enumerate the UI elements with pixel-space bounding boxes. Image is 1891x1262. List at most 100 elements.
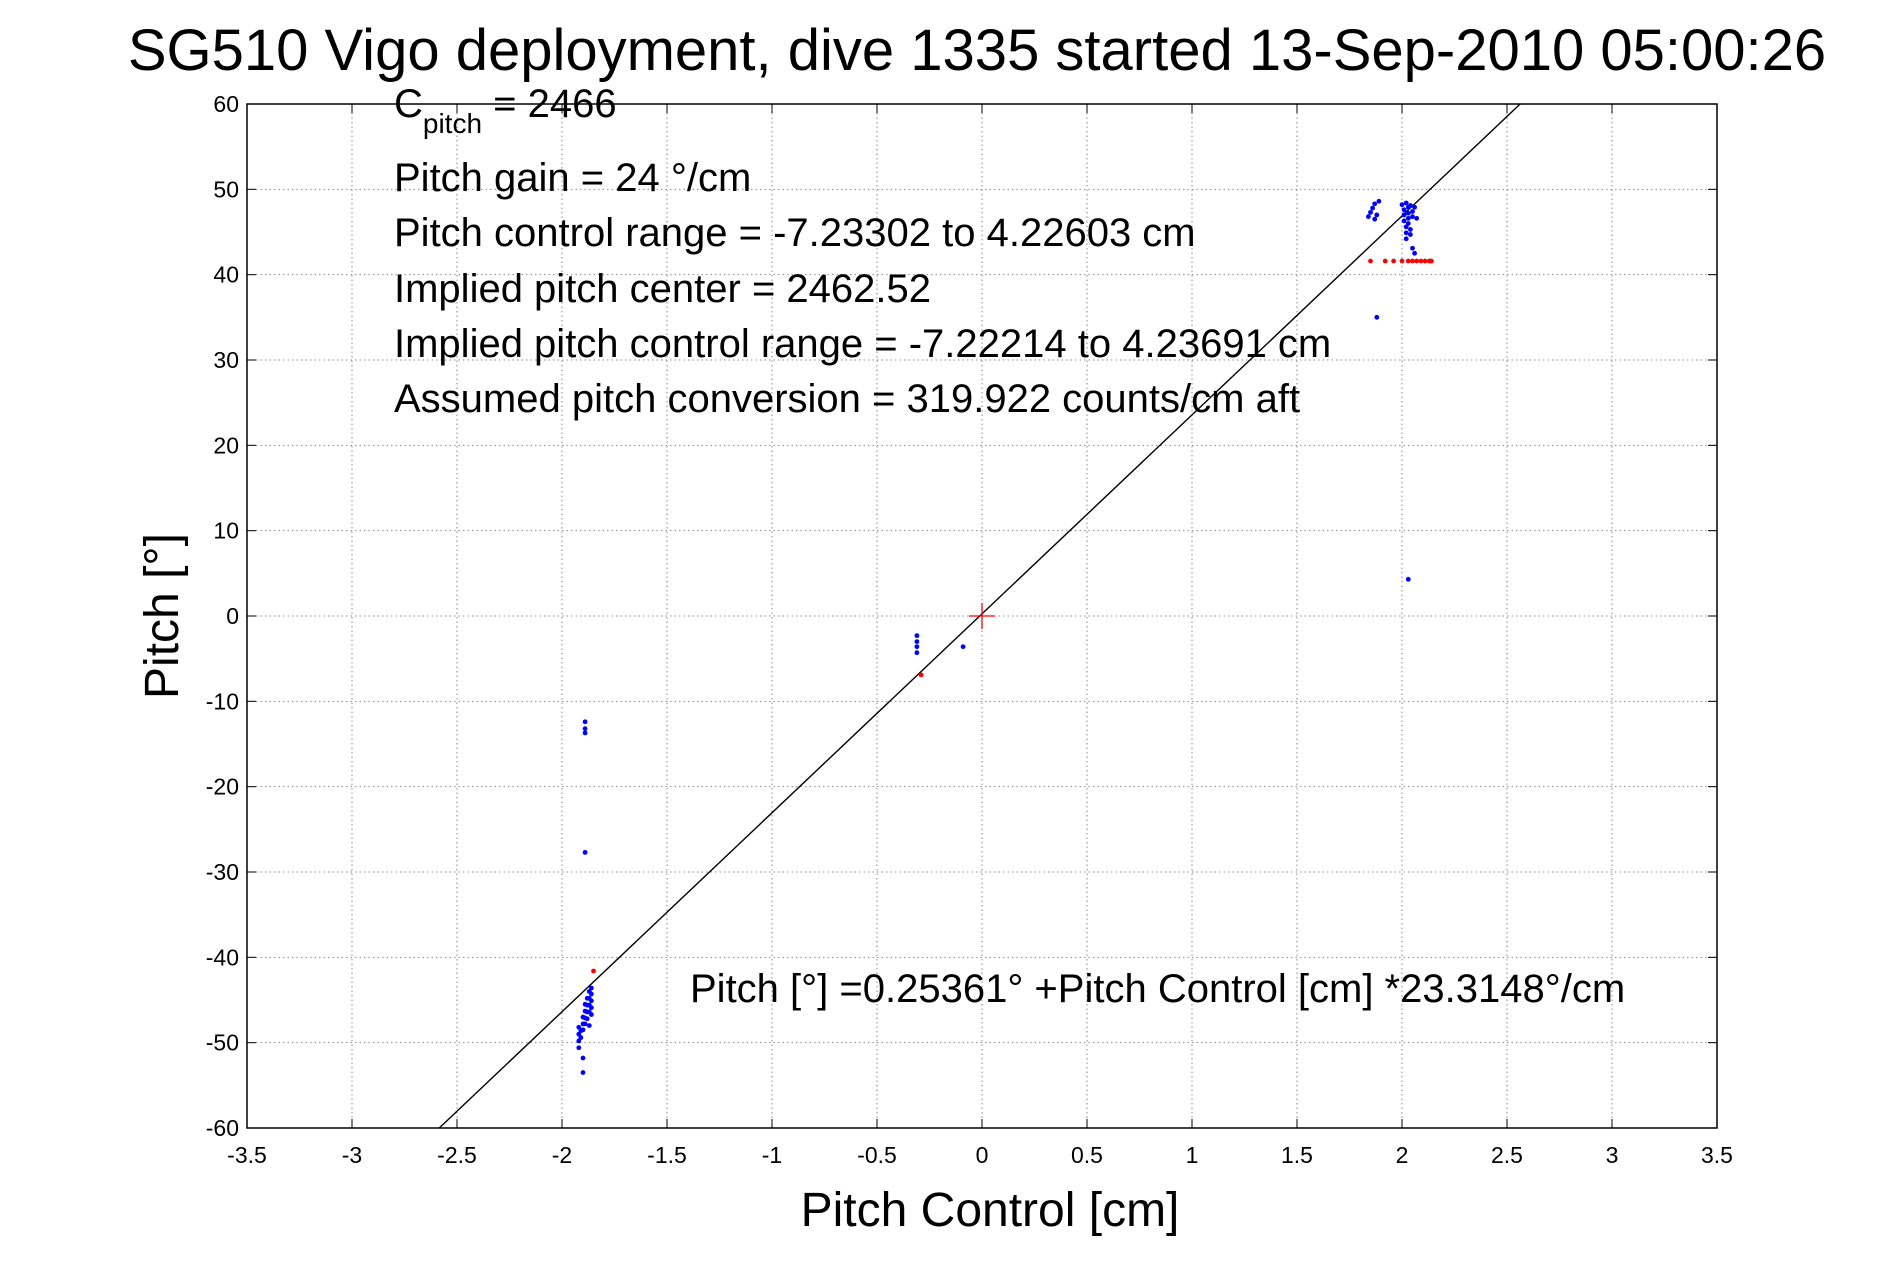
y-tick-label: -20 <box>206 774 239 800</box>
blue-data-point <box>1408 232 1413 237</box>
red-data-point <box>1410 258 1415 264</box>
y-tick-label: -10 <box>206 688 239 714</box>
cpitch-subscript: pitch <box>423 108 482 139</box>
blue-data-point <box>1408 227 1413 232</box>
blue-data-point <box>1412 204 1417 210</box>
y-tick-label: -40 <box>206 944 239 970</box>
blue-data-point <box>1376 198 1382 204</box>
blue-data-point <box>1401 207 1407 213</box>
x-tick-label: -0.5 <box>857 1142 897 1168</box>
x-tick-label: -3 <box>342 1142 362 1168</box>
y-tick-label: 10 <box>213 518 239 544</box>
blue-data-point <box>589 985 594 991</box>
y-tick-label: 40 <box>213 262 239 288</box>
x-tick-label: 1 <box>1186 1142 1199 1168</box>
blue-data-point <box>1408 203 1413 208</box>
red-data-point <box>1422 258 1428 264</box>
x-tick-labels: -3.5 -3 -2.5 -2 -1.5 -1 -0.5 0 0.5 1 1.5 2 2.5 3 3.5 <box>227 1142 1733 1168</box>
blue-data-point <box>1403 236 1409 242</box>
blue-data-point <box>1414 215 1420 221</box>
red-data-point <box>1405 258 1411 264</box>
blue-data-point <box>1405 576 1411 582</box>
blue-data-point <box>1405 221 1411 226</box>
red-data-point <box>1368 258 1373 264</box>
x-tick-label: -2 <box>552 1142 572 1168</box>
blue-data-point <box>582 730 588 736</box>
blue-data-point <box>576 1045 582 1051</box>
data-points <box>576 198 1434 1075</box>
y-axis-label: Pitch [°] <box>136 533 189 699</box>
blue-data-point <box>580 1070 586 1075</box>
x-tick-label: 3.5 <box>1701 1142 1733 1168</box>
blue-data-point <box>1403 230 1409 236</box>
blue-data-point <box>582 719 588 725</box>
red-data-point <box>1391 258 1396 264</box>
center-cross-marker <box>969 603 995 629</box>
annotation-implied-pitch-center: Implied pitch center = 2462.52 <box>394 267 931 311</box>
x-tick-label: 2.5 <box>1491 1142 1523 1168</box>
cpitch-value: = 2466 <box>482 82 617 126</box>
blue-data-point <box>1410 214 1415 220</box>
red-data-point <box>1418 258 1424 264</box>
annotation-cpitch: Cpitch = 2466 <box>394 82 617 139</box>
x-tick-label: -3.5 <box>227 1142 267 1168</box>
blue-data-point <box>1410 245 1415 251</box>
x-tick-label: -1.5 <box>647 1142 687 1168</box>
y-tick-label: 0 <box>226 603 239 629</box>
annotation-pitch-control-range: Pitch control range = -7.23302 to 4.2260… <box>394 211 1196 255</box>
blue-data-point <box>1372 201 1378 207</box>
y-tick-label: 20 <box>213 432 239 458</box>
blue-data-point <box>1372 216 1378 222</box>
blue-data-point <box>1405 210 1411 216</box>
blue-data-point <box>914 639 920 644</box>
y-tick-label: -50 <box>206 1030 239 1056</box>
blue-data-point <box>580 1055 586 1061</box>
x-tick-label: -2.5 <box>437 1142 477 1168</box>
blue-data-point <box>1410 209 1415 214</box>
x-tick-label: 0.5 <box>1071 1142 1103 1168</box>
y-tick-label: 30 <box>213 347 239 373</box>
y-tick-label: 60 <box>213 91 239 117</box>
blue-data-point <box>1401 218 1407 224</box>
x-tick-label: 1.5 <box>1281 1142 1313 1168</box>
x-tick-label: 2 <box>1396 1142 1409 1168</box>
blue-data-point <box>578 1035 584 1040</box>
blue-data-point <box>1399 202 1405 208</box>
x-tick-label: -1 <box>762 1142 782 1168</box>
blue-data-point <box>582 1021 588 1027</box>
blue-data-point <box>584 1016 590 1022</box>
blue-data-point <box>914 644 920 650</box>
blue-data-point <box>1412 250 1417 256</box>
y-tick-label: -60 <box>206 1115 239 1141</box>
blue-data-point <box>582 726 588 732</box>
red-data-point <box>1399 258 1405 264</box>
blue-data-point <box>1366 214 1371 220</box>
red-data-point <box>1414 258 1420 264</box>
blue-data-point <box>589 998 594 1004</box>
blue-data-point <box>914 633 920 639</box>
x-tick-label: 0 <box>976 1142 989 1168</box>
chart-title: SG510 Vigo deployment, dive 1335 started… <box>128 18 1826 83</box>
blue-data-point <box>960 644 966 650</box>
blue-data-point <box>1401 212 1407 218</box>
blue-data-point <box>1368 209 1373 215</box>
blue-data-point <box>582 849 588 855</box>
blue-data-point <box>589 1005 594 1011</box>
red-data-point <box>591 968 596 974</box>
red-data-point <box>918 672 924 678</box>
blue-data-point <box>1370 205 1375 211</box>
x-tick-label: 3 <box>1606 1142 1619 1168</box>
blue-data-point <box>580 1027 586 1033</box>
red-data-point <box>1382 258 1388 264</box>
blue-data-point <box>589 1012 594 1017</box>
fit-equation-label: Pitch [°] =0.25361° +Pitch Control [cm] … <box>690 967 1625 1011</box>
blue-data-point <box>589 991 594 997</box>
blue-data-point <box>1405 215 1411 221</box>
blue-data-point <box>1374 212 1380 218</box>
cpitch-symbol: C <box>394 82 423 126</box>
blue-data-point <box>914 650 920 656</box>
blue-data-point <box>1403 200 1409 206</box>
annotation-block: Cpitch = 2466 Pitch gain = 24 °/cm Pitch… <box>394 82 1331 421</box>
